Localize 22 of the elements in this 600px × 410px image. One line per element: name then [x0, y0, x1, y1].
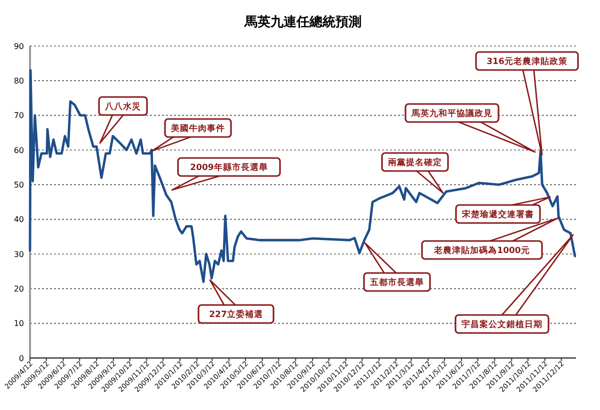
y-tick-label: 80: [14, 76, 24, 86]
y-tick-label: 50: [14, 180, 24, 190]
y-tick-label: 0: [18, 354, 24, 363]
chart-title: 馬英九連任總統預測: [244, 15, 362, 30]
annotation: 宋楚瑜遞交連署書: [461, 208, 534, 220]
y-tick-label: 20: [14, 284, 24, 294]
annotation: 兩黨提名確定: [388, 156, 442, 168]
annotation: 2009年縣市長選舉: [190, 162, 268, 173]
annotation: 227立委補選: [209, 308, 264, 320]
annotation: 316元老農津貼政策: [486, 56, 568, 67]
y-tick-label: 10: [14, 319, 24, 328]
annotation: 五都市長選舉: [369, 276, 424, 288]
annotation: 馬英九和平協議政見: [410, 108, 492, 119]
y-tick-label: 60: [14, 146, 24, 155]
annotation: 老農津貼加碼為1000元: [433, 244, 530, 256]
y-tick-label: 90: [14, 42, 24, 51]
y-tick-label: 30: [14, 250, 24, 259]
annotation: 宇昌案公文錯植日期: [462, 318, 542, 330]
y-tick-label: 40: [14, 215, 24, 224]
annotation: 八八水災: [104, 100, 141, 112]
annotation: 美國牛肉事件: [170, 122, 225, 134]
y-tick-label: 70: [14, 111, 24, 120]
